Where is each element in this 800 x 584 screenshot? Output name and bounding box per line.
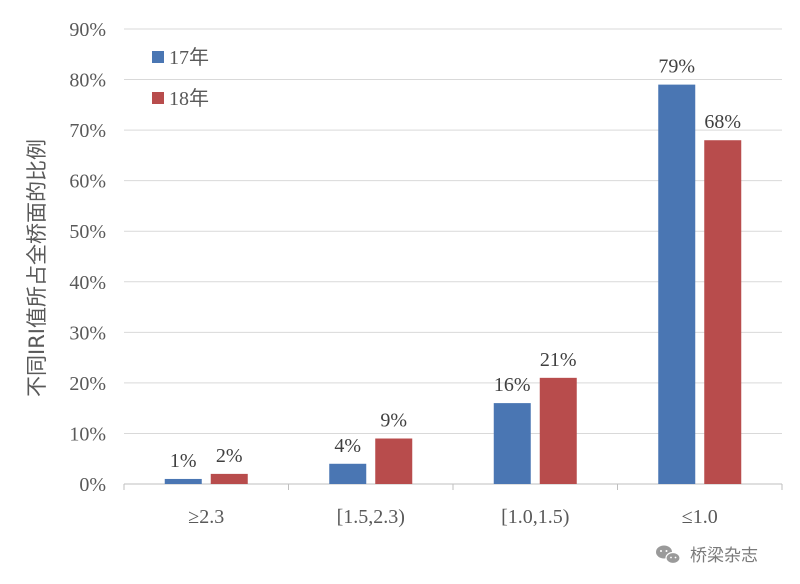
bar	[164, 478, 202, 484]
data-label: 4%	[334, 435, 361, 457]
bar	[210, 473, 248, 484]
axes: 0% 10% 20% 30% 40% 50% 60% 70% 80% 90% ≥2.3 [1.5,2.…	[69, 19, 783, 528]
data-label: 1%	[170, 450, 197, 472]
bar	[493, 403, 531, 484]
y-axis-label: 不同IRI值所占全桥面的比例	[25, 139, 49, 397]
x-tick-label: [1.0,1.5)	[501, 506, 569, 528]
bar	[539, 377, 577, 484]
legend: 17年 18年	[152, 46, 209, 110]
data-label: 79%	[658, 56, 695, 78]
y-tick-label: 70%	[69, 120, 106, 142]
bars	[164, 84, 742, 484]
bar	[704, 140, 742, 484]
y-tick-label: 20%	[69, 373, 106, 395]
legend-swatch	[152, 92, 164, 104]
legend-swatch	[152, 51, 164, 63]
data-label: 16%	[494, 374, 531, 396]
y-tick-label: 90%	[69, 19, 106, 41]
y-tick-label: 10%	[69, 423, 106, 445]
x-tick-label: ≤1.0	[682, 506, 718, 528]
data-label: 9%	[380, 410, 407, 432]
data-label: 21%	[540, 349, 577, 371]
gridlines	[124, 28, 782, 434]
legend-label: 17年	[169, 46, 209, 69]
y-tick-label: 0%	[79, 474, 106, 496]
bar	[658, 84, 696, 484]
data-label: 2%	[216, 445, 243, 467]
y-tick-label: 30%	[69, 322, 106, 344]
legend-label: 18年	[169, 87, 209, 110]
wechat-icon	[656, 545, 681, 565]
bar	[329, 463, 367, 484]
watermark-text: 桥梁杂志	[690, 546, 758, 566]
data-labels: 1% 4% 16% 79% 2% 9% 21% 68%	[170, 56, 741, 472]
x-tick-label: ≥2.3	[188, 506, 224, 528]
y-tick-label: 40%	[69, 272, 106, 294]
bar	[375, 438, 413, 484]
y-tick-label: 60%	[69, 171, 106, 193]
y-tick-label: 80%	[69, 70, 106, 92]
watermark: 桥梁杂志	[656, 545, 758, 566]
y-tick-label: 50%	[69, 221, 106, 243]
data-label: 68%	[704, 111, 741, 133]
x-tick-label: [1.5,2.3)	[337, 506, 405, 528]
